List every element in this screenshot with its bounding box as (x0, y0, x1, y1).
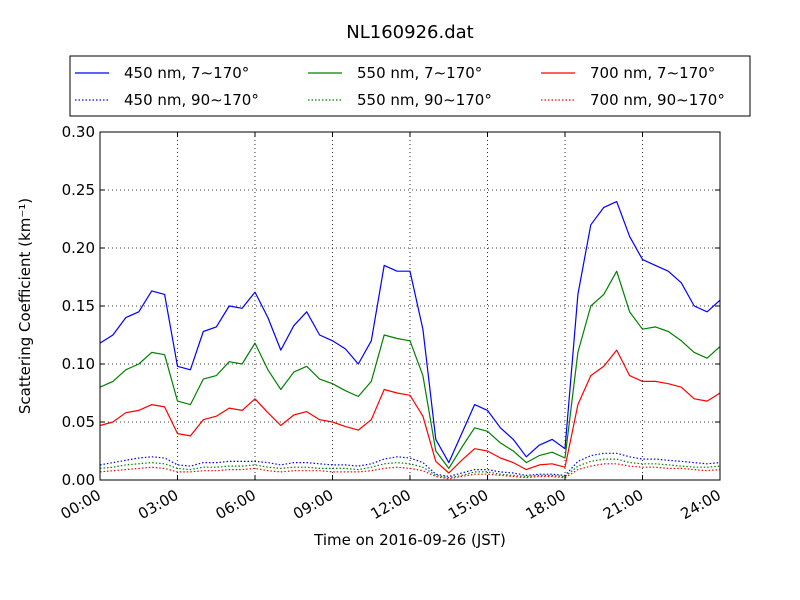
y-tick-label: 0.30 (62, 123, 95, 141)
y-tick-label: 0.20 (62, 239, 95, 257)
y-tick-label: 0.00 (62, 471, 95, 489)
chart-title: NL160926.dat (346, 22, 473, 43)
y-tick-label: 0.05 (62, 413, 95, 431)
series-line-2 (99, 349, 721, 474)
legend-label-1: 550 nm, 7∼170° (357, 64, 482, 82)
y-tick-label: 0.25 (62, 181, 95, 199)
legend-label-4: 550 nm, 90∼170° (357, 91, 492, 109)
series-lines (99, 201, 721, 480)
y-axis-label: Scattering Coefficient (km⁻¹) (16, 198, 34, 414)
y-tick-label: 0.15 (62, 297, 95, 315)
legend-label-0: 450 nm, 7∼170° (124, 64, 249, 82)
legend-label-3: 450 nm, 90∼170° (124, 91, 259, 109)
legend: 450 nm, 7∼170° 450 nm, 90∼170° 550 nm, 7∼1… (69, 55, 751, 117)
y-tick-label: 0.10 (62, 355, 95, 373)
y-tick-labels: 0.00 0.05 0.10 0.15 0.20 0.25 0.30 (62, 123, 95, 489)
series-line-0 (99, 201, 721, 464)
legend-box (69, 55, 751, 117)
x-axis-label: Time on 2016-09-26 (JST) (313, 531, 506, 549)
series-line-5 (99, 463, 721, 480)
legend-label-2: 700 nm, 7∼170° (590, 64, 715, 82)
legend-label-5: 700 nm, 90∼170° (590, 91, 725, 109)
series-line-3 (99, 452, 721, 478)
axis-ticks (99, 131, 721, 481)
series-line-1 (99, 270, 721, 469)
series-line-4 (99, 458, 721, 479)
